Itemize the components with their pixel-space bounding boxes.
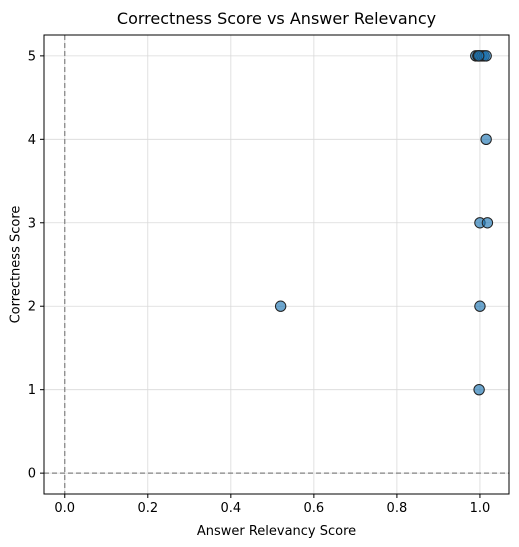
data-point bbox=[473, 383, 485, 396]
data-points bbox=[274, 50, 494, 396]
y-tick-label: 2 bbox=[28, 300, 36, 315]
data-point bbox=[480, 133, 492, 146]
x-tick-label: 1.0 bbox=[470, 501, 491, 516]
x-tick-label: 0.2 bbox=[137, 501, 158, 516]
x-axis-ticks: 0.0 0.2 0.4 0.6 0.8 1.0 bbox=[54, 494, 490, 516]
x-tick-label: 0.8 bbox=[387, 501, 408, 516]
grid bbox=[44, 35, 509, 494]
x-tick-label: 0.4 bbox=[220, 501, 241, 516]
plot-frame bbox=[43, 34, 510, 495]
y-axis-label: Correctness Score bbox=[9, 206, 24, 324]
reference-lines bbox=[44, 35, 509, 494]
x-axis-label: Answer Relevancy Score bbox=[197, 524, 356, 539]
y-tick-label: 3 bbox=[28, 216, 36, 231]
data-point bbox=[474, 300, 486, 312]
y-tick-label: 5 bbox=[28, 49, 36, 64]
y-tick-label: 0 bbox=[28, 467, 36, 482]
x-tick-label: 0.6 bbox=[304, 501, 325, 516]
data-point bbox=[274, 300, 287, 312]
y-tick-label: 1 bbox=[28, 383, 36, 398]
y-axis-ticks: 0 1 2 3 4 5 bbox=[28, 49, 44, 482]
x-tick-label: 0.0 bbox=[54, 501, 75, 516]
data-point bbox=[472, 50, 485, 62]
chart-title: Correctness Score vs Answer Relevancy bbox=[117, 9, 436, 28]
data-point bbox=[481, 217, 494, 229]
y-tick-label: 4 bbox=[28, 133, 36, 148]
